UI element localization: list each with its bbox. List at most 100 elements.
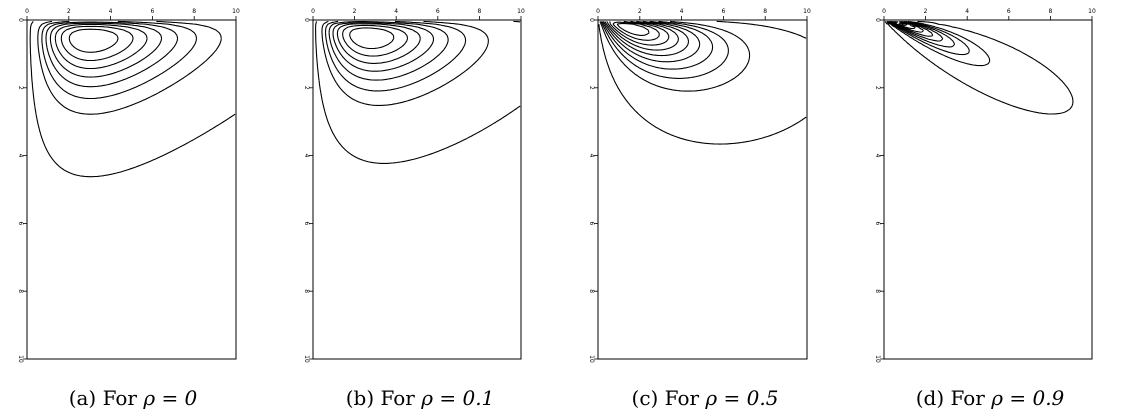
y-tick-label: 0 (303, 18, 310, 22)
x-tick-label: 8 (1048, 8, 1052, 15)
contour-level-4 (45, 21, 179, 88)
contour-level-8 (68, 28, 119, 53)
contour-level-2 (599, 20, 751, 92)
contour-level-7 (60, 25, 134, 62)
y-tick-label: 4 (588, 154, 595, 158)
x-tick-label: 2 (353, 8, 357, 15)
contour-level-9 (612, 21, 660, 41)
x-tick-label: 4 (109, 8, 113, 15)
contour-level-10 (616, 23, 650, 36)
y-tick-label: 0 (17, 18, 24, 22)
y-tick-label: 6 (588, 221, 595, 225)
contour-level-3 (600, 20, 729, 79)
y-tick-label: 2 (17, 86, 24, 90)
plot-frame (597, 19, 808, 360)
contour-level-2 (37, 20, 222, 115)
y-tick-label: 8 (874, 289, 881, 293)
x-tick-label: 4 (680, 8, 684, 15)
panel-caption: (b) For ρ = 0.1 (346, 386, 495, 410)
y-tick-label: 4 (874, 154, 881, 158)
caption-label: (b) For (346, 386, 422, 410)
contour-level-3 (324, 20, 467, 92)
contour-level-7 (342, 24, 409, 57)
y-tick-label: 0 (588, 18, 595, 22)
y-tick-label: 4 (303, 154, 310, 158)
contour-level-6 (54, 23, 148, 70)
contour-level-1 (884, 20, 1074, 115)
caption-label: (c) For (632, 386, 706, 410)
caption-param: ρ = 0.5 (704, 386, 778, 410)
x-tick-label: 6 (1007, 8, 1011, 15)
y-tick-label: 8 (588, 289, 595, 293)
panel-b: 0 2 4 6 8 10 0 2 4 6 8 10 (b) For ρ = 0.1 (303, 8, 525, 410)
x-tick-label: 2 (924, 8, 928, 15)
panel-d: 0 2 4 6 8 10 0 2 4 6 8 10 (d) For ρ = 0.9 (874, 8, 1096, 410)
x-tick-label: 4 (965, 8, 969, 15)
x-tick-label: 6 (436, 8, 440, 15)
contour-lines (315, 20, 521, 164)
y-tick-label: 10 (17, 355, 24, 363)
contour-level-3 (41, 20, 198, 100)
panel-caption: (a) For ρ = 0 (69, 386, 198, 410)
contour-level-7 (606, 20, 679, 51)
plot-frame (883, 19, 1093, 360)
x-tick-label: 6 (150, 8, 154, 15)
contour-level-2 (321, 20, 489, 106)
contour-level-6 (336, 23, 421, 64)
contour-level-4 (328, 21, 449, 81)
x-tick-label: 8 (192, 8, 196, 15)
caption-param: ρ = 0 (142, 386, 197, 410)
y-tick-label: 2 (303, 86, 310, 90)
contour-level-6 (604, 20, 690, 57)
caption-param: ρ = 0.9 (990, 386, 1064, 410)
plot-frame (312, 19, 522, 360)
y-tick-label: 8 (303, 289, 310, 293)
y-tick-label: 6 (17, 221, 24, 225)
contour-lines (884, 20, 1074, 115)
x-tick-label: 10 (517, 8, 525, 15)
contour-level-1 (29, 21, 236, 178)
contour-level-1 (598, 20, 807, 145)
x-tick-label: 8 (763, 8, 767, 15)
x-tick-label: 0 (882, 8, 886, 15)
x-tick-label: 10 (803, 8, 811, 15)
contour-level-8 (349, 27, 395, 50)
panel-caption: (c) For ρ = 0.5 (632, 386, 779, 410)
x-tick-label: 2 (67, 8, 71, 15)
x-tick-label: 2 (638, 8, 642, 15)
caption-label: (d) For (916, 386, 992, 410)
contour-level-8 (609, 20, 670, 46)
y-tick-label: 8 (17, 289, 24, 293)
x-tick-label: 8 (477, 8, 481, 15)
contour-level-4 (601, 20, 714, 70)
contour-level-5 (332, 22, 435, 72)
plot-frame (26, 19, 237, 360)
contour-level-1 (315, 20, 521, 164)
contour-level-5 (602, 20, 701, 63)
caption-param: ρ = 0.1 (420, 386, 494, 410)
x-tick-label: 4 (394, 8, 398, 15)
x-tick-label: 6 (721, 8, 725, 15)
contour-lines (598, 20, 807, 145)
panel-a: 0 2 4 6 8 10 0 2 4 6 8 10 (a) For ρ = 0 (17, 8, 240, 410)
panel-caption: (d) For ρ = 0.9 (916, 386, 1065, 410)
contour-level-5 (49, 22, 163, 78)
y-tick-label: 6 (874, 221, 881, 225)
y-tick-label: 10 (303, 355, 310, 363)
x-tick-label: 10 (1088, 8, 1096, 15)
contour-lines (29, 20, 236, 178)
y-tick-label: 4 (17, 154, 24, 158)
y-tick-label: 0 (874, 18, 881, 22)
y-tick-label: 2 (874, 86, 881, 90)
x-tick-label: 0 (596, 8, 600, 15)
y-tick-label: 10 (588, 355, 595, 363)
x-tick-label: 0 (311, 8, 315, 15)
x-tick-label: 10 (232, 8, 240, 15)
panel-c: 0 2 4 6 8 10 0 2 4 6 8 10 (c) For ρ = 0.5 (588, 8, 811, 410)
caption-label: (a) For (69, 386, 144, 410)
y-tick-label: 6 (303, 221, 310, 225)
y-tick-label: 10 (874, 355, 881, 363)
x-tick-label: 0 (25, 8, 29, 15)
y-tick-label: 2 (588, 86, 595, 90)
